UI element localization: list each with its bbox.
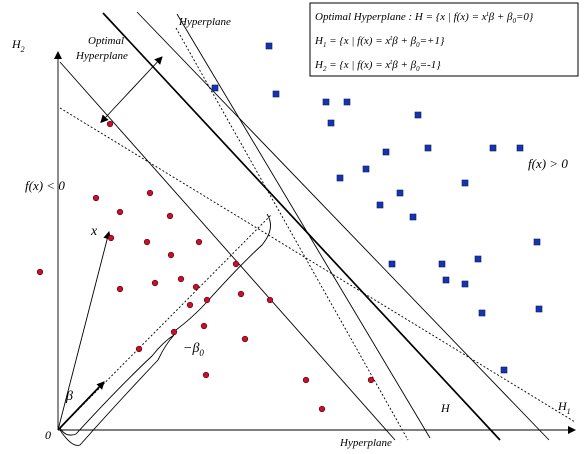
negative-class-point	[107, 234, 115, 242]
positive-class-points	[211, 42, 543, 374]
positive-class-point	[533, 238, 541, 246]
positive-class-point	[265, 42, 273, 50]
negative-class-point	[106, 120, 114, 128]
positive-class-point	[272, 90, 280, 98]
legend-box: Optimal Hyperplane : H = {x | f(x) = xtβ…	[309, 2, 579, 77]
positive-class-point	[362, 165, 370, 173]
negative-class-point	[232, 260, 240, 268]
positive-class-point	[461, 179, 469, 187]
negative-class-point	[116, 285, 124, 293]
negative-class-point	[92, 194, 100, 202]
negative-class-point	[146, 189, 154, 197]
positive-class-point	[478, 309, 486, 317]
positive-class-point	[343, 98, 351, 106]
label-h1: H1	[557, 399, 571, 416]
positive-class-point	[388, 260, 396, 268]
negative-class-point	[195, 238, 203, 246]
positive-class-point	[516, 144, 524, 152]
svg-text:H2 = {x | f(x) = xtβ + β0=-1}: H2 = {x | f(x) = xtβ + β0=-1}	[314, 58, 441, 73]
label-beta: β	[65, 389, 73, 404]
positive-class-point	[461, 280, 469, 288]
positive-class-point	[336, 174, 344, 182]
negative-class-point	[200, 322, 208, 330]
positive-class-point	[327, 119, 335, 127]
positive-class-point	[438, 260, 446, 268]
label-h2: H2	[11, 37, 25, 54]
margin-width-arrow	[100, 56, 163, 124]
negative-class-point	[116, 208, 124, 216]
positive-class-point	[376, 201, 384, 209]
normal-direction-dashed	[57, 213, 273, 431]
x-vector-arrow	[57, 231, 112, 431]
negative-class-point	[143, 238, 151, 246]
label-neg-beta0: −β0	[183, 341, 204, 358]
negative-class-point	[192, 283, 200, 291]
negative-class-points	[36, 120, 375, 413]
beta-vector-arrow	[57, 381, 105, 431]
negative-class-point	[203, 296, 211, 304]
negative-class-point	[167, 251, 175, 259]
optimal-hyperplane-h	[102, 12, 501, 441]
negative-class-point	[166, 212, 174, 220]
positive-class-point	[382, 148, 390, 156]
positive-class-point	[535, 305, 543, 313]
positive-class-point	[414, 111, 422, 119]
negative-class-point	[318, 405, 326, 413]
label-origin: 0	[45, 428, 51, 442]
label-hyperplane-top: Hyperplane	[178, 16, 231, 28]
label-f-negative: f(x) < 0	[25, 178, 65, 193]
positive-class-point	[211, 84, 219, 92]
negative-class-point	[36, 268, 44, 276]
negative-class-point	[202, 371, 210, 379]
h2-line	[59, 61, 396, 441]
positive-class-point	[442, 276, 450, 284]
dotted-boundary-upper	[59, 107, 576, 423]
positive-class-point	[500, 366, 508, 374]
brace-beta	[59, 334, 175, 446]
positive-class-point	[396, 189, 404, 197]
negative-class-point	[151, 279, 159, 287]
label-f-positive: f(x) > 0	[528, 156, 568, 171]
negative-class-point	[177, 275, 185, 283]
label-h: H	[440, 401, 451, 415]
hyperplane-alt-dashed	[175, 27, 409, 441]
label-optimal: Optimal	[88, 35, 124, 47]
label-optimal-hyperplane: Hyperplane	[75, 50, 128, 62]
negative-class-point	[170, 328, 178, 336]
negative-class-point	[186, 301, 194, 309]
svg-text:H1 = {x | f(x) = xtβ + β0=+1}: H1 = {x | f(x) = xtβ + β0=+1}	[314, 34, 445, 49]
negative-class-point	[237, 290, 245, 298]
h1-line	[136, 11, 550, 441]
label-hyperplane-bottom: Hyperplane	[339, 437, 392, 449]
positive-class-point	[322, 98, 330, 106]
negative-class-point	[266, 296, 274, 304]
positive-class-point	[424, 144, 432, 152]
brace-neg-beta0	[175, 213, 271, 331]
negative-class-point	[135, 345, 143, 353]
hyperplane-alt-line	[176, 13, 431, 439]
negative-class-point	[241, 335, 249, 343]
positive-class-point	[409, 213, 417, 221]
label-x-vector: x	[90, 224, 98, 239]
negative-class-point	[367, 376, 375, 384]
svg-text:Optimal Hyperplane : H = {x |: Optimal Hyperplane : H = {x | f(x) = xtβ…	[315, 10, 534, 25]
positive-class-point	[489, 144, 497, 152]
negative-class-point	[302, 376, 310, 384]
positive-class-point	[474, 255, 482, 263]
